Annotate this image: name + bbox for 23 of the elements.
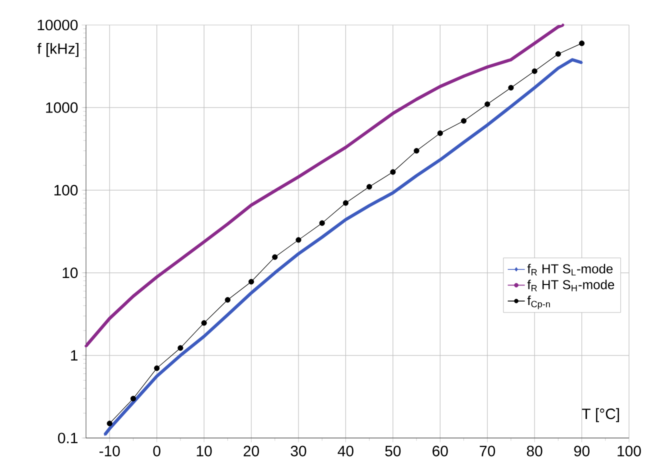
y-tick-label: 1000 xyxy=(46,102,78,113)
x-tick-label: 60 xyxy=(432,446,448,456)
y-axis-title: f [kHz] xyxy=(37,42,78,57)
x-tick-label: 90 xyxy=(574,446,590,456)
x-axis-title: T [°C] xyxy=(582,408,619,422)
x-tick-label: 100 xyxy=(618,446,641,456)
x-tick-label: 80 xyxy=(526,446,542,456)
x-tick-label: -10 xyxy=(99,446,120,456)
legend-label: f$_{R}$ HT S$_{L}$-mode xyxy=(527,264,613,276)
y-tick-label: 10 xyxy=(62,268,78,278)
y-tick-label: 0.1 xyxy=(58,432,78,444)
y-tick-label: 10000 xyxy=(38,20,78,30)
x-tick-label: 0 xyxy=(153,446,160,456)
x-tick-label: 40 xyxy=(338,446,354,456)
x-tick-label: 70 xyxy=(480,446,496,456)
legend-label: f$_{R}$ HT S$_{H}$-mode xyxy=(527,280,614,292)
x-tick-label: 50 xyxy=(385,446,401,456)
legend-label: f$_{Cp-n}$ xyxy=(527,296,550,310)
x-tick-label: 10 xyxy=(196,446,212,456)
y-tick-label: 1 xyxy=(71,350,78,361)
x-tick-label: 30 xyxy=(290,446,306,456)
x-tick-label: 20 xyxy=(244,446,259,456)
y-tick-label: 100 xyxy=(54,184,78,196)
